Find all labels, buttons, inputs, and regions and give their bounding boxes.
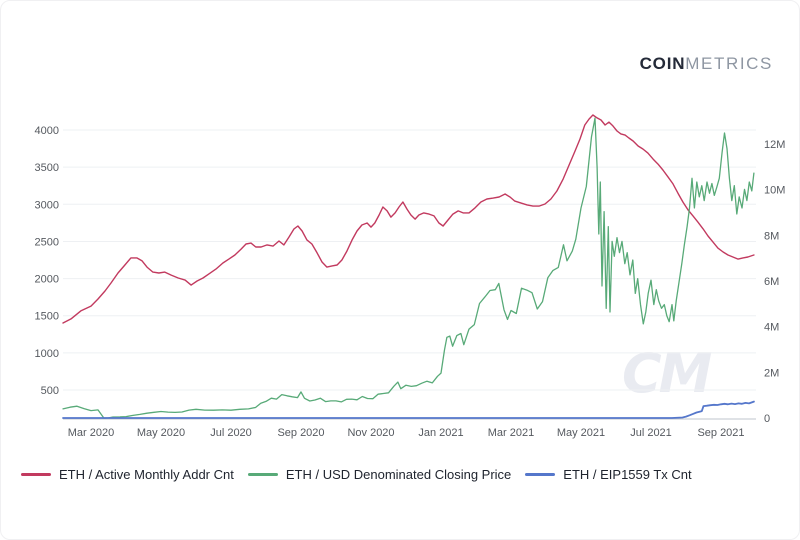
left-axis-tick-label: 3000 (35, 199, 59, 211)
legend-item-usd-closing-price[interactable]: ETH / USD Denominated Closing Price (247, 467, 512, 482)
red-line-swatch (21, 472, 51, 477)
right-axis-tick-label: 4M (764, 322, 779, 334)
left-axis-tick-label: 1000 (35, 348, 59, 360)
legend-label-eip1559-tx-cnt: ETH / EIP1559 Tx Cnt (563, 467, 692, 482)
right-axis-tick-label: 6M (764, 276, 779, 288)
left-axis-tick-label: 4000 (35, 125, 59, 137)
x-axis-tick-label: Sep 2021 (697, 427, 744, 439)
series-line-1 (62, 117, 755, 419)
right-axis-tick-label: 0 (764, 413, 770, 425)
series-line-0 (62, 114, 755, 324)
logo-metrics-text: METRICS (685, 54, 773, 73)
blue-line-swatch (525, 472, 556, 477)
x-axis-tick-label: Jul 2020 (210, 427, 252, 439)
series-lines (62, 114, 755, 419)
cm-watermark: CM (622, 342, 712, 405)
right-axis-tick-label: 12M (764, 139, 785, 151)
legend-item-eip1559-tx-cnt[interactable]: ETH / EIP1559 Tx Cnt (525, 467, 692, 482)
logo-coin-text: COIN (639, 54, 686, 73)
axis-labels: 500 1000 1500 2000 2500 3000 3500 4000 0 2M 4M 6M 8M… (35, 125, 786, 439)
right-axis-tick-label: 2M (764, 367, 779, 379)
legend-label-usd-closing-price: ETH / USD Denominated Closing Price (285, 467, 512, 482)
x-axis-tick-label: Nov 2020 (347, 427, 394, 439)
left-axis-tick-label: 1500 (35, 311, 59, 323)
right-axis-tick-label: 10M (764, 185, 785, 197)
green-line-swatch (247, 472, 278, 477)
eth-metrics-line-chart[interactable]: CM 500 1000 1500 2000 2500 3000 3500 4000 0 2M 4M 6… (1, 1, 800, 461)
x-axis-tick-label: Sep 2020 (277, 427, 324, 439)
series-line-2 (62, 400, 755, 419)
left-axis-tick-label: 500 (41, 385, 59, 397)
x-axis-tick-label: Jul 2021 (630, 427, 672, 439)
x-axis-tick-label: May 2020 (137, 427, 185, 439)
right-axis-tick-label: 8M (764, 230, 779, 242)
gridlines (63, 129, 756, 391)
left-axis-tick-label: 3500 (35, 162, 59, 174)
x-axis-tick-label: Jan 2021 (418, 427, 463, 439)
legend-item-active-addresses[interactable]: ETH / Active Monthly Addr Cnt (21, 467, 234, 482)
x-axis-tick-label: Mar 2021 (488, 427, 534, 439)
x-axis-tick-label: Mar 2020 (68, 427, 114, 439)
left-axis-tick-label: 2000 (35, 274, 59, 286)
coinmetrics-logo: COINMETRICS (640, 54, 773, 74)
legend-label-active-addresses: ETH / Active Monthly Addr Cnt (59, 467, 234, 482)
left-axis-tick-label: 2500 (35, 236, 59, 248)
x-axis-tick-label: May 2021 (557, 427, 605, 439)
chart-legend: ETH / Active Monthly Addr Cnt ETH / USD … (21, 467, 692, 482)
